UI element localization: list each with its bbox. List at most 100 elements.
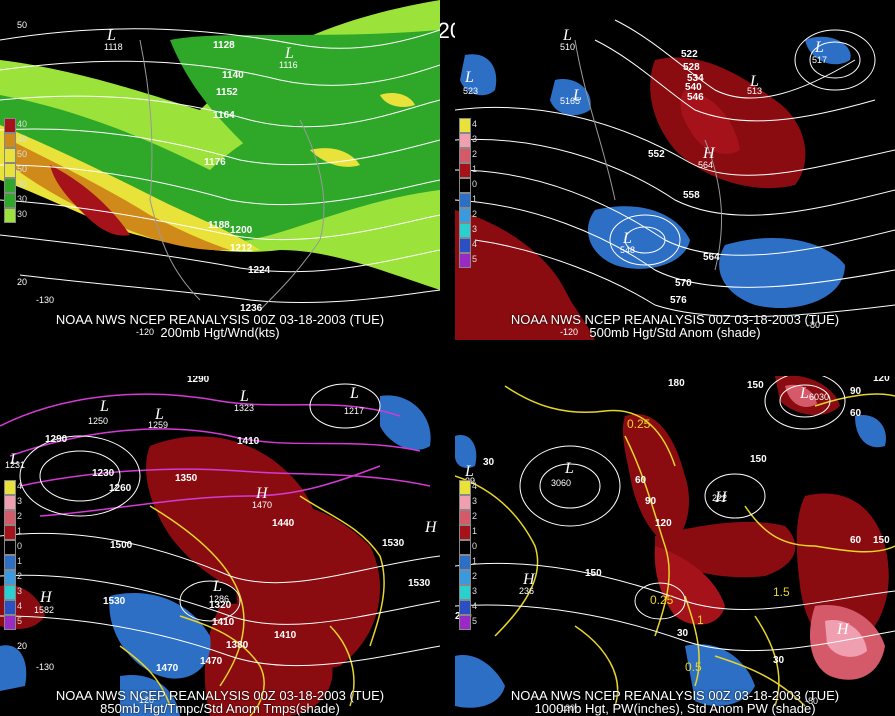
contour-label: 1200 (230, 225, 253, 236)
contour-label: 60 (850, 408, 862, 419)
contour-label: 1410 (237, 436, 260, 447)
contour-label: 150 (750, 454, 767, 465)
contour-label: 570 (675, 278, 692, 289)
center-value: 1286 (209, 594, 229, 604)
lon-label: -130 (36, 662, 54, 672)
pw-label: 0.5 (685, 660, 702, 674)
center-value: 548 (620, 245, 635, 255)
contour-label: 150 (747, 380, 764, 391)
lat-label: 20 (17, 277, 27, 287)
contour-label: 1236 (240, 303, 263, 314)
high-marker: H (255, 485, 269, 502)
low-marker: L (99, 398, 109, 415)
panel-variable-caption: 200mb Hgt/Wnd(kts) (160, 325, 280, 340)
contour-label: 552 (648, 149, 665, 160)
low-marker: L (464, 463, 474, 480)
lon-label: -80 (807, 320, 820, 330)
high-marker: H (702, 145, 716, 162)
panel-source-caption: NOAA NWS NCEP REANALYSIS 00Z 03-18-2003 … (510, 312, 840, 327)
low-marker: L (464, 69, 474, 86)
high-marker: H (39, 589, 53, 606)
lon-label: -120 (136, 327, 154, 337)
contour-label: 1290 (45, 434, 68, 445)
center-value: 1250 (88, 416, 108, 426)
low-value: 1116 (279, 60, 298, 70)
lon-label: -120 (557, 703, 575, 713)
center-value: 5165 (560, 96, 580, 106)
pw-label: 0.25 (650, 593, 674, 607)
contour-label: 30 (483, 457, 495, 468)
low-marker: L (239, 388, 249, 405)
contour-label: 1224 (248, 265, 271, 276)
high-marker: H (424, 519, 438, 536)
contour-label: 1230 (92, 468, 115, 479)
anomaly-legend: 4 3 2 1 0 1 2 3 4 5 (4, 480, 22, 630)
contour-label: 558 (683, 190, 700, 201)
lon-label: -80 (805, 696, 818, 706)
center-value: 1231 (5, 460, 25, 470)
contour-label: 1212 (230, 243, 253, 254)
pw-label: 1 (697, 613, 704, 627)
legend-swatch: 40 (4, 133, 27, 148)
contour-label: 1290 (187, 376, 210, 385)
anomaly-legend: 4 3 2 1 0 1 2 3 4 5 (459, 118, 477, 268)
contour-label: 546 (687, 92, 704, 103)
panel-variable-caption: 850mb Hgt/Tmpc/Std Anom Tmps(shade) (100, 701, 340, 716)
pw-label: 1.5 (773, 585, 790, 599)
contour-label: 30 (773, 655, 785, 666)
center-value: 1217 (344, 406, 364, 416)
low-marker: L (9, 451, 19, 468)
contour-label: 1320 (209, 600, 232, 611)
low-marker: L (814, 39, 824, 56)
contour-label: 1350 (175, 473, 198, 484)
contour-label: 1152 (216, 87, 238, 98)
map-850mb: 1290 1290 1230 1260 1350 1410 1440 1500 … (0, 376, 440, 716)
center-value: 1259 (148, 420, 168, 430)
low-marker: L (106, 27, 116, 44)
contour-label: 120 (655, 518, 672, 529)
contour-label: 30 (677, 628, 689, 639)
lon-label: -120 (560, 327, 578, 337)
panel-source-caption: NOAA NWS NCEP REANALYSIS 00Z 03-18-2003 … (55, 688, 385, 703)
low-marker: L (572, 87, 582, 104)
contour-label: 180 (668, 378, 685, 389)
center-value: 1582 (34, 605, 54, 615)
contour-label: 120 (873, 376, 890, 384)
contour-label: 1140 (222, 70, 244, 81)
contour-label: 1530 (382, 538, 405, 549)
contour-label: 1260 (109, 483, 132, 494)
center-value: 222 (712, 493, 727, 503)
center-value: 1323 (234, 403, 254, 413)
legend-swatch: 30 (4, 178, 27, 193)
contour-label: 150 (873, 535, 890, 546)
center-value: 1470 (252, 500, 272, 510)
low-marker: L (284, 45, 294, 62)
pw-label: 0.25 (627, 417, 651, 431)
contour-label: 90 (645, 496, 657, 507)
center-value: 523 (463, 86, 478, 96)
panel-source-caption: NOAA NWS NCEP REANALYSIS 00Z 03-18-2003 … (55, 312, 385, 327)
low-value: 1118 (104, 42, 123, 52)
contour-label: 1188 (208, 220, 230, 231)
map-500mb: 522 528 534 540 546 552 558 564 570 576 … (455, 0, 895, 340)
contour-label: 60 (635, 475, 647, 486)
panel-variable-caption: 1000mb Hgt, PW(inches), Std Anom PW (sha… (534, 701, 816, 716)
contour-label: 90 (850, 386, 862, 397)
contour-label: 1128 (213, 40, 235, 51)
center-value: 6030 (809, 392, 829, 402)
contour-label: 1530 (103, 596, 126, 607)
contour-label: 1470 (156, 663, 179, 674)
contour-label: 1410 (212, 617, 235, 628)
contour-label: 564 (703, 252, 720, 263)
contour-label: 60 (850, 535, 862, 546)
panel-source-caption: NOAA NWS NCEP REANALYSIS 00Z 03-18-2003 … (510, 688, 840, 703)
contour-label: 576 (670, 295, 687, 306)
low-marker: L (349, 385, 359, 402)
low-marker: L (154, 406, 164, 423)
anomaly-legend: 4 3 2 1 0 1 2 3 4 5 (459, 480, 477, 630)
high-marker: H (714, 489, 728, 506)
contour-label: 1410 (274, 630, 297, 641)
legend-swatch: 50 (4, 163, 27, 178)
contour-label: 1164 (213, 110, 235, 121)
center-value: 3060 (551, 478, 571, 488)
